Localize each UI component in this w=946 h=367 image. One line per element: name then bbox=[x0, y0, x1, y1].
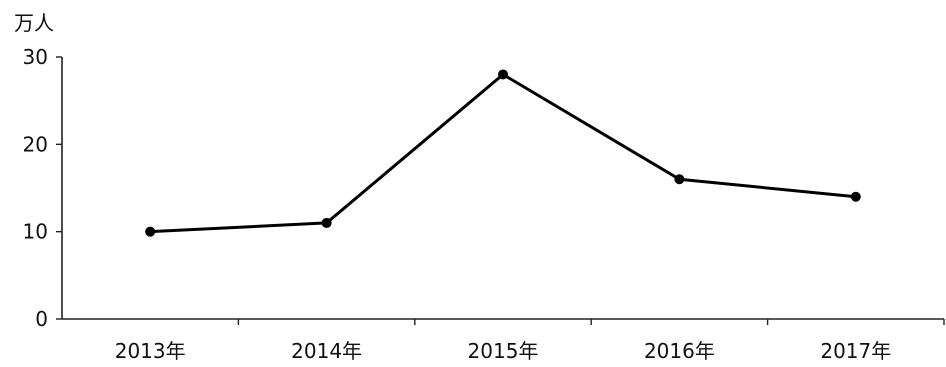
x-tick-label: 2013年 bbox=[115, 339, 186, 363]
x-tick-label: 2017年 bbox=[820, 339, 891, 363]
y-tick-label: 10 bbox=[23, 220, 48, 244]
y-tick-label: 20 bbox=[23, 132, 48, 156]
y-tick-labels: 0 10 20 30 bbox=[23, 45, 48, 331]
data-point bbox=[850, 191, 861, 202]
axes bbox=[56, 56, 945, 325]
x-tick-label: 2015年 bbox=[468, 339, 539, 363]
data-point bbox=[498, 69, 508, 80]
y-tick-label: 0 bbox=[35, 307, 48, 331]
y-unit-label: 万人 bbox=[14, 11, 54, 35]
data-points bbox=[145, 69, 861, 237]
data-point bbox=[145, 226, 156, 237]
x-tick-label: 2016年 bbox=[644, 339, 715, 363]
x-tick-label: 2014年 bbox=[291, 339, 362, 363]
data-point bbox=[321, 217, 332, 228]
series-line bbox=[150, 72, 856, 234]
y-tick-label: 30 bbox=[23, 45, 48, 69]
x-tick-labels: 2013年 2014年 2015年 2016年 2017年 bbox=[115, 339, 892, 363]
data-point bbox=[674, 174, 685, 185]
